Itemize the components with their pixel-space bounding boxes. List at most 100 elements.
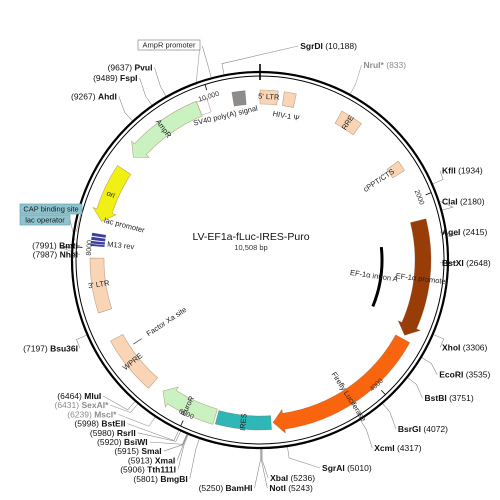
wpre-feature [110, 333, 159, 389]
site-label-ahdi: (9267) AhdI [71, 91, 117, 101]
ef1a-intron-a-label: EF-1α intron A [349, 268, 398, 284]
lac-operator-feature [90, 240, 105, 245]
lac-promoter-label: lac promoter [103, 216, 146, 235]
bp-tick [204, 84, 208, 91]
tick-label: 10,000 [198, 91, 221, 104]
site-name: BstEII [101, 419, 125, 429]
ori-label: ori [105, 188, 117, 200]
lac-operator-tag-box [19, 214, 71, 226]
site-name: KflI [442, 166, 456, 176]
site-name: SexAI* [81, 400, 109, 410]
site-name: AhdI [98, 91, 117, 101]
site-leader-line [149, 434, 187, 445]
cppt-cts-feature [386, 160, 405, 179]
site-position: (4072) [423, 424, 448, 434]
site-position: (6239) [67, 409, 92, 419]
site-label-nrui: NruI* (833) [364, 60, 407, 70]
site-leader-line [382, 403, 397, 429]
site-leader-line [221, 45, 299, 75]
site-leader-line [189, 438, 200, 479]
site-label-bsteii: (5998) BstEII [74, 419, 125, 429]
map-center: LV-EF1a-fLuc-IRES-Puro 10,508 bp [192, 231, 309, 252]
ef1a-promoter-feature [397, 218, 432, 336]
site-label-xmai: (5913) XmaI [128, 455, 175, 465]
ampr-promoter-tag-leader [195, 44, 201, 86]
site-leader-line [110, 403, 138, 413]
site-label-sgrai: SgrAI (5010) [322, 463, 372, 473]
site-position: (5236) [290, 473, 315, 483]
site-label-tth111i: (5906) Tth111I [120, 465, 176, 475]
site-label-rsrii: (5980) RsrII [90, 428, 136, 438]
feature-layer [89, 89, 432, 434]
cap-binding-tag-label: CAP binding site [23, 205, 78, 214]
three-ltr-feature [89, 257, 113, 314]
site-leader-line [432, 170, 444, 185]
site-leader-line [154, 67, 167, 97]
lac-operator-tag-label: lac operator [25, 216, 65, 225]
site-name: RsrII [117, 428, 136, 438]
backbone [70, 64, 450, 450]
site-leader-line [103, 395, 136, 411]
backbone-outer-circle [70, 70, 450, 450]
site-label-bamhi: (5250) BamHI [199, 483, 253, 493]
sv40-polya-feature [231, 90, 247, 107]
m13-rev-label: M13 rev [107, 240, 135, 252]
bp-tick [425, 192, 432, 196]
site-name: MscI* [94, 409, 117, 419]
site-leader-line [260, 448, 268, 489]
site-label-pvui: (9637) PvuI [108, 62, 153, 72]
site-label-fspi: (9489) FspI [93, 73, 137, 83]
bp-tick [381, 389, 386, 395]
site-leader-line [176, 434, 188, 461]
site-name: BsrGI [398, 424, 421, 434]
site-position: (5915) [114, 446, 139, 456]
site-name: BstXI [442, 258, 464, 268]
firefly-luciferase-feature [272, 334, 411, 434]
cap-binding-tag-box [19, 203, 83, 215]
site-leader-line [407, 377, 423, 399]
site-position: (5010) [347, 463, 372, 473]
m13-rev-feature [90, 243, 105, 248]
site-label-smai: (5915) SmaI [114, 446, 161, 456]
site-label-bstbi: BstBI (3751) [425, 393, 474, 403]
site-label-sexai: (6431) SexAI* [55, 400, 110, 410]
site-position: (5920) [97, 437, 122, 447]
site-leader-line [118, 414, 156, 427]
site-name: NheI [60, 250, 78, 260]
site-position: (3535) [466, 370, 491, 380]
site-name: BmgBI [160, 474, 187, 484]
site-position: (5998) [74, 419, 99, 429]
site-label-bsrgi: BsrGI (4072) [398, 424, 448, 434]
site-label-bsiwi: (5920) BsiWI [97, 437, 148, 447]
site-name: FspI [120, 73, 137, 83]
site-leader-line [76, 334, 87, 349]
site-leader-line [177, 434, 189, 470]
site-name: SmaI [141, 446, 161, 456]
site-name: Tth111I [147, 465, 176, 475]
backbone-inner-circle [75, 75, 445, 445]
site-name: BstBI [425, 393, 447, 403]
lac-promoter-feature [91, 236, 106, 242]
site-leader-lines [60, 44, 460, 489]
site-position: (3306) [463, 343, 488, 353]
site-leader-line [202, 45, 212, 78]
site-position: (5906) [120, 465, 145, 475]
site-position: (7197) [23, 343, 48, 353]
site-name: XbaI [270, 473, 288, 483]
tick-label: 8000 [86, 240, 94, 256]
site-leader-line [60, 247, 81, 255]
plasmid-name: LV-EF1a-fLuc-IRES-Puro [192, 231, 309, 243]
site-position: (3751) [449, 393, 474, 403]
site-name: XhoI [442, 343, 460, 353]
cppt-cts-label: cPPT/CTS [362, 167, 396, 194]
rre-feature [334, 110, 362, 136]
site-label-bsu36i: (7197) Bsu36I [23, 343, 78, 353]
site-leader-line [127, 423, 179, 441]
site-label-kfli: KflI (1934) [442, 166, 483, 176]
site-leader-line [350, 64, 362, 95]
site-position: (2648) [466, 258, 491, 268]
site-position: (2180) [460, 196, 485, 206]
site-name: NruI* [364, 60, 385, 70]
five-ltr-label: 5' LTR [258, 92, 280, 102]
site-leader-line [137, 431, 181, 442]
